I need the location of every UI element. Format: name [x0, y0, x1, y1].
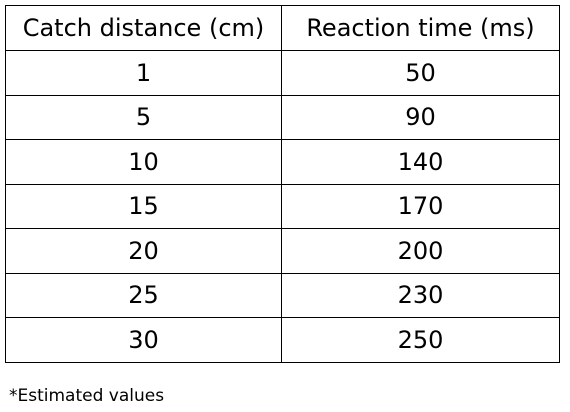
table-row: 5 90 [5, 94, 560, 140]
table-cell: 200 [281, 228, 560, 274]
table-cell: 25 [5, 272, 282, 318]
table-cell: 50 [281, 50, 560, 96]
table-cell: 30 [5, 317, 282, 363]
table-row: 25 230 [5, 272, 560, 318]
column-header: Catch distance (cm) [5, 5, 282, 51]
table-row: 1 50 [5, 50, 560, 96]
table-cell: 20 [5, 228, 282, 274]
data-table: Catch distance (cm) Reaction time (ms) 1… [5, 5, 560, 363]
table-row: 15 170 [5, 183, 560, 229]
column-header: Reaction time (ms) [281, 5, 560, 51]
header-row: Catch distance (cm) Reaction time (ms) [5, 5, 560, 51]
table-body: 1 50 5 90 10 140 15 170 20 200 25 230 30 250 [5, 50, 560, 363]
table-row: 30 250 [5, 317, 560, 363]
table-cell: 1 [5, 50, 282, 96]
footnote: *Estimated values [9, 386, 165, 406]
table-cell: 90 [281, 94, 560, 140]
table-row: 20 200 [5, 228, 560, 274]
table-cell: 5 [5, 94, 282, 140]
table-cell: 250 [281, 317, 560, 363]
table-cell: 10 [5, 139, 282, 185]
table-cell: 140 [281, 139, 560, 185]
table-cell: 170 [281, 183, 560, 229]
table-cell: 230 [281, 272, 560, 318]
table-cell: 15 [5, 183, 282, 229]
table-row: 10 140 [5, 139, 560, 185]
